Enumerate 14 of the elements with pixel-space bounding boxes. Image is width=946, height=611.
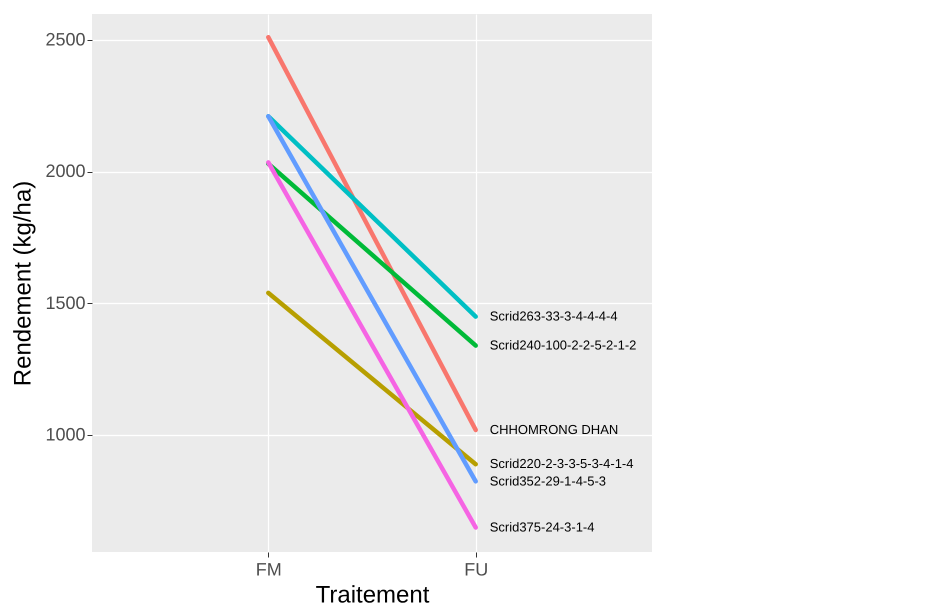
series-label: CHHOMRONG DHAN: [490, 422, 618, 437]
x-tick-label: FM: [256, 560, 282, 580]
y-tick-label: 1000: [45, 424, 86, 445]
series-label: Scrid220-2-3-3-5-3-4-1-4: [490, 456, 634, 472]
series-label: Scrid375-24-3-1-4: [490, 519, 594, 534]
y-axis-title: Rendement (kg/ha): [9, 180, 36, 386]
series-label: Scrid352-29-1-4-5-3: [490, 473, 606, 488]
y-tick-label: 1500: [45, 292, 86, 313]
series-label: Scrid240-100-2-2-5-2-1-2: [490, 338, 636, 353]
y-tick-label: 2000: [45, 161, 86, 182]
y-tick-label: 2500: [45, 29, 86, 50]
x-tick-label: FU: [464, 560, 488, 580]
series-label: Scrid263-33-3-4-4-4-4: [490, 308, 618, 324]
x-axis-title: Traitement: [316, 582, 430, 608]
